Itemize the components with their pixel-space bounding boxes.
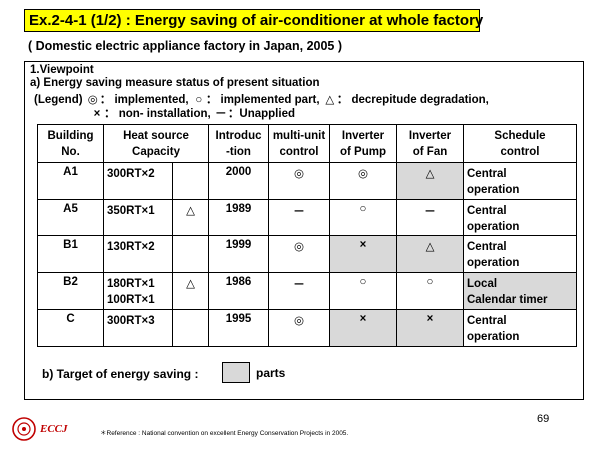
legend-line-1: (Legend) ◎： implemented, ○： implemented … bbox=[34, 91, 489, 107]
legend-non-installation: non- installation, bbox=[118, 108, 211, 120]
inverter-fan-cell: △ bbox=[396, 235, 464, 273]
page-number: 69 bbox=[537, 413, 550, 425]
building-cell: A5 bbox=[37, 199, 104, 236]
introduction-cell: 1989 bbox=[208, 199, 269, 236]
double-circle-icon: ◎ bbox=[87, 94, 98, 106]
legend-colon: ： bbox=[227, 108, 240, 120]
logo-text: ECCJ bbox=[40, 423, 68, 435]
legend-colon: ： bbox=[99, 94, 112, 106]
inverter-fan-cell: × bbox=[396, 309, 464, 347]
capacity-cell: 350RT×1 bbox=[103, 199, 173, 236]
legend-implemented-part: implemented part, bbox=[220, 94, 320, 106]
capacity-cell: 130RT×2 bbox=[103, 235, 173, 273]
capacity-mark-cell bbox=[172, 162, 209, 200]
inverter-fan-cell: ○ bbox=[396, 272, 464, 310]
content-frame bbox=[24, 61, 584, 400]
introduction-cell: 1986 bbox=[208, 272, 269, 310]
table-row: A5 350RT×1 △ 1989 － ○ － Central operation bbox=[37, 199, 577, 236]
page-title: Ex.2-4-1 (1/2) : Energy saving of air-co… bbox=[29, 12, 484, 29]
table-header-row: Building No. Heat source Capacity Introduc… bbox=[37, 124, 577, 163]
legend-prefix: (Legend) bbox=[34, 94, 83, 106]
header-building: Building No. bbox=[37, 124, 104, 163]
capacity-mark-cell bbox=[172, 309, 209, 347]
viewpoint-heading: 1.Viewpoint bbox=[30, 64, 94, 76]
capacity-mark-cell bbox=[172, 235, 209, 273]
capacity-cell: 300RT×2 bbox=[103, 162, 173, 200]
header-inverter-fan: Inverter of Fan bbox=[396, 124, 464, 163]
dash-icon: － bbox=[215, 108, 227, 120]
inverter-pump-cell: × bbox=[329, 309, 397, 347]
multi-unit-cell: ◎ bbox=[268, 162, 330, 200]
multi-unit-cell: － bbox=[268, 272, 330, 310]
header-introduction: Introduc -tion bbox=[208, 124, 269, 163]
header-multi-unit: multi-unit control bbox=[268, 124, 330, 163]
inverter-pump-cell: ○ bbox=[329, 272, 397, 310]
schedule-cell: Central operation bbox=[463, 309, 577, 347]
capacity-cell: 300RT×3 bbox=[103, 309, 173, 347]
multi-unit-cell: ◎ bbox=[268, 235, 330, 273]
building-cell: B1 bbox=[37, 235, 104, 273]
legend-decrepitude: decrepitude degradation, bbox=[351, 94, 489, 106]
schedule-cell: Local Calendar timer bbox=[463, 272, 577, 310]
introduction-cell: 1999 bbox=[208, 235, 269, 273]
target-legend-swatch bbox=[222, 362, 250, 383]
inverter-fan-cell: － bbox=[396, 199, 464, 236]
table-row: A1 300RT×2 2000 ◎ ◎ △ Central operation bbox=[37, 162, 577, 200]
building-cell: C bbox=[37, 309, 104, 347]
multi-unit-cell: － bbox=[268, 199, 330, 236]
legend-line-2: ×： non- installation, －：Unapplied bbox=[90, 105, 295, 121]
legend-implemented: implemented, bbox=[114, 94, 189, 106]
building-cell: A1 bbox=[37, 162, 104, 200]
inverter-fan-cell: △ bbox=[396, 162, 464, 200]
legend-colon: ： bbox=[336, 94, 349, 106]
cross-icon: × bbox=[93, 108, 101, 120]
inverter-pump-cell: × bbox=[329, 235, 397, 273]
capacity-mark-cell: △ bbox=[172, 199, 209, 236]
header-inverter-pump: Inverter of Pump bbox=[329, 124, 397, 163]
table-row: C 300RT×3 1995 ◎ × × Central operation bbox=[37, 309, 577, 347]
table-row: B1 130RT×2 1999 ◎ × △ Central operation bbox=[37, 235, 577, 273]
multi-unit-cell: ◎ bbox=[268, 309, 330, 347]
schedule-cell: Central operation bbox=[463, 235, 577, 273]
reference-note: ＊Reference : National convention on exce… bbox=[100, 430, 349, 437]
header-heat-source: Heat source Capacity bbox=[103, 124, 209, 163]
target-parts-label: parts bbox=[256, 366, 286, 380]
inverter-pump-cell: ◎ bbox=[329, 162, 397, 200]
inverter-pump-cell: ○ bbox=[329, 199, 397, 236]
building-cell: B2 bbox=[37, 272, 104, 310]
energy-measure-table: Building No. Heat source Capacity Introduc… bbox=[37, 124, 577, 347]
introduction-cell: 1995 bbox=[208, 309, 269, 347]
circle-icon: ○ bbox=[195, 94, 203, 106]
target-label: b) Target of energy saving : bbox=[42, 367, 199, 381]
header-schedule: Schedule control bbox=[463, 124, 577, 163]
introduction-cell: 2000 bbox=[208, 162, 269, 200]
measure-status-heading: a) Energy saving measure status of prese… bbox=[30, 77, 320, 89]
triangle-icon: △ bbox=[325, 94, 335, 106]
schedule-cell: Central operation bbox=[463, 199, 577, 236]
capacity-mark-cell: △ bbox=[172, 272, 209, 310]
legend-unapplied: Unapplied bbox=[239, 108, 295, 120]
schedule-cell: Central operation bbox=[463, 162, 577, 200]
title-banner: Ex.2-4-1 (1/2) : Energy saving of air-co… bbox=[24, 9, 484, 32]
eccj-logo-icon bbox=[12, 417, 36, 441]
legend-colon: ： bbox=[205, 94, 218, 106]
capacity-cell: 180RT×1 100RT×1 bbox=[103, 272, 173, 310]
table-row: B2 180RT×1 100RT×1 △ 1986 － ○ ○ Local Cale… bbox=[37, 272, 577, 310]
subtitle: ( Domestic electric appliance factory in… bbox=[28, 39, 343, 53]
legend-colon: ： bbox=[104, 108, 116, 120]
